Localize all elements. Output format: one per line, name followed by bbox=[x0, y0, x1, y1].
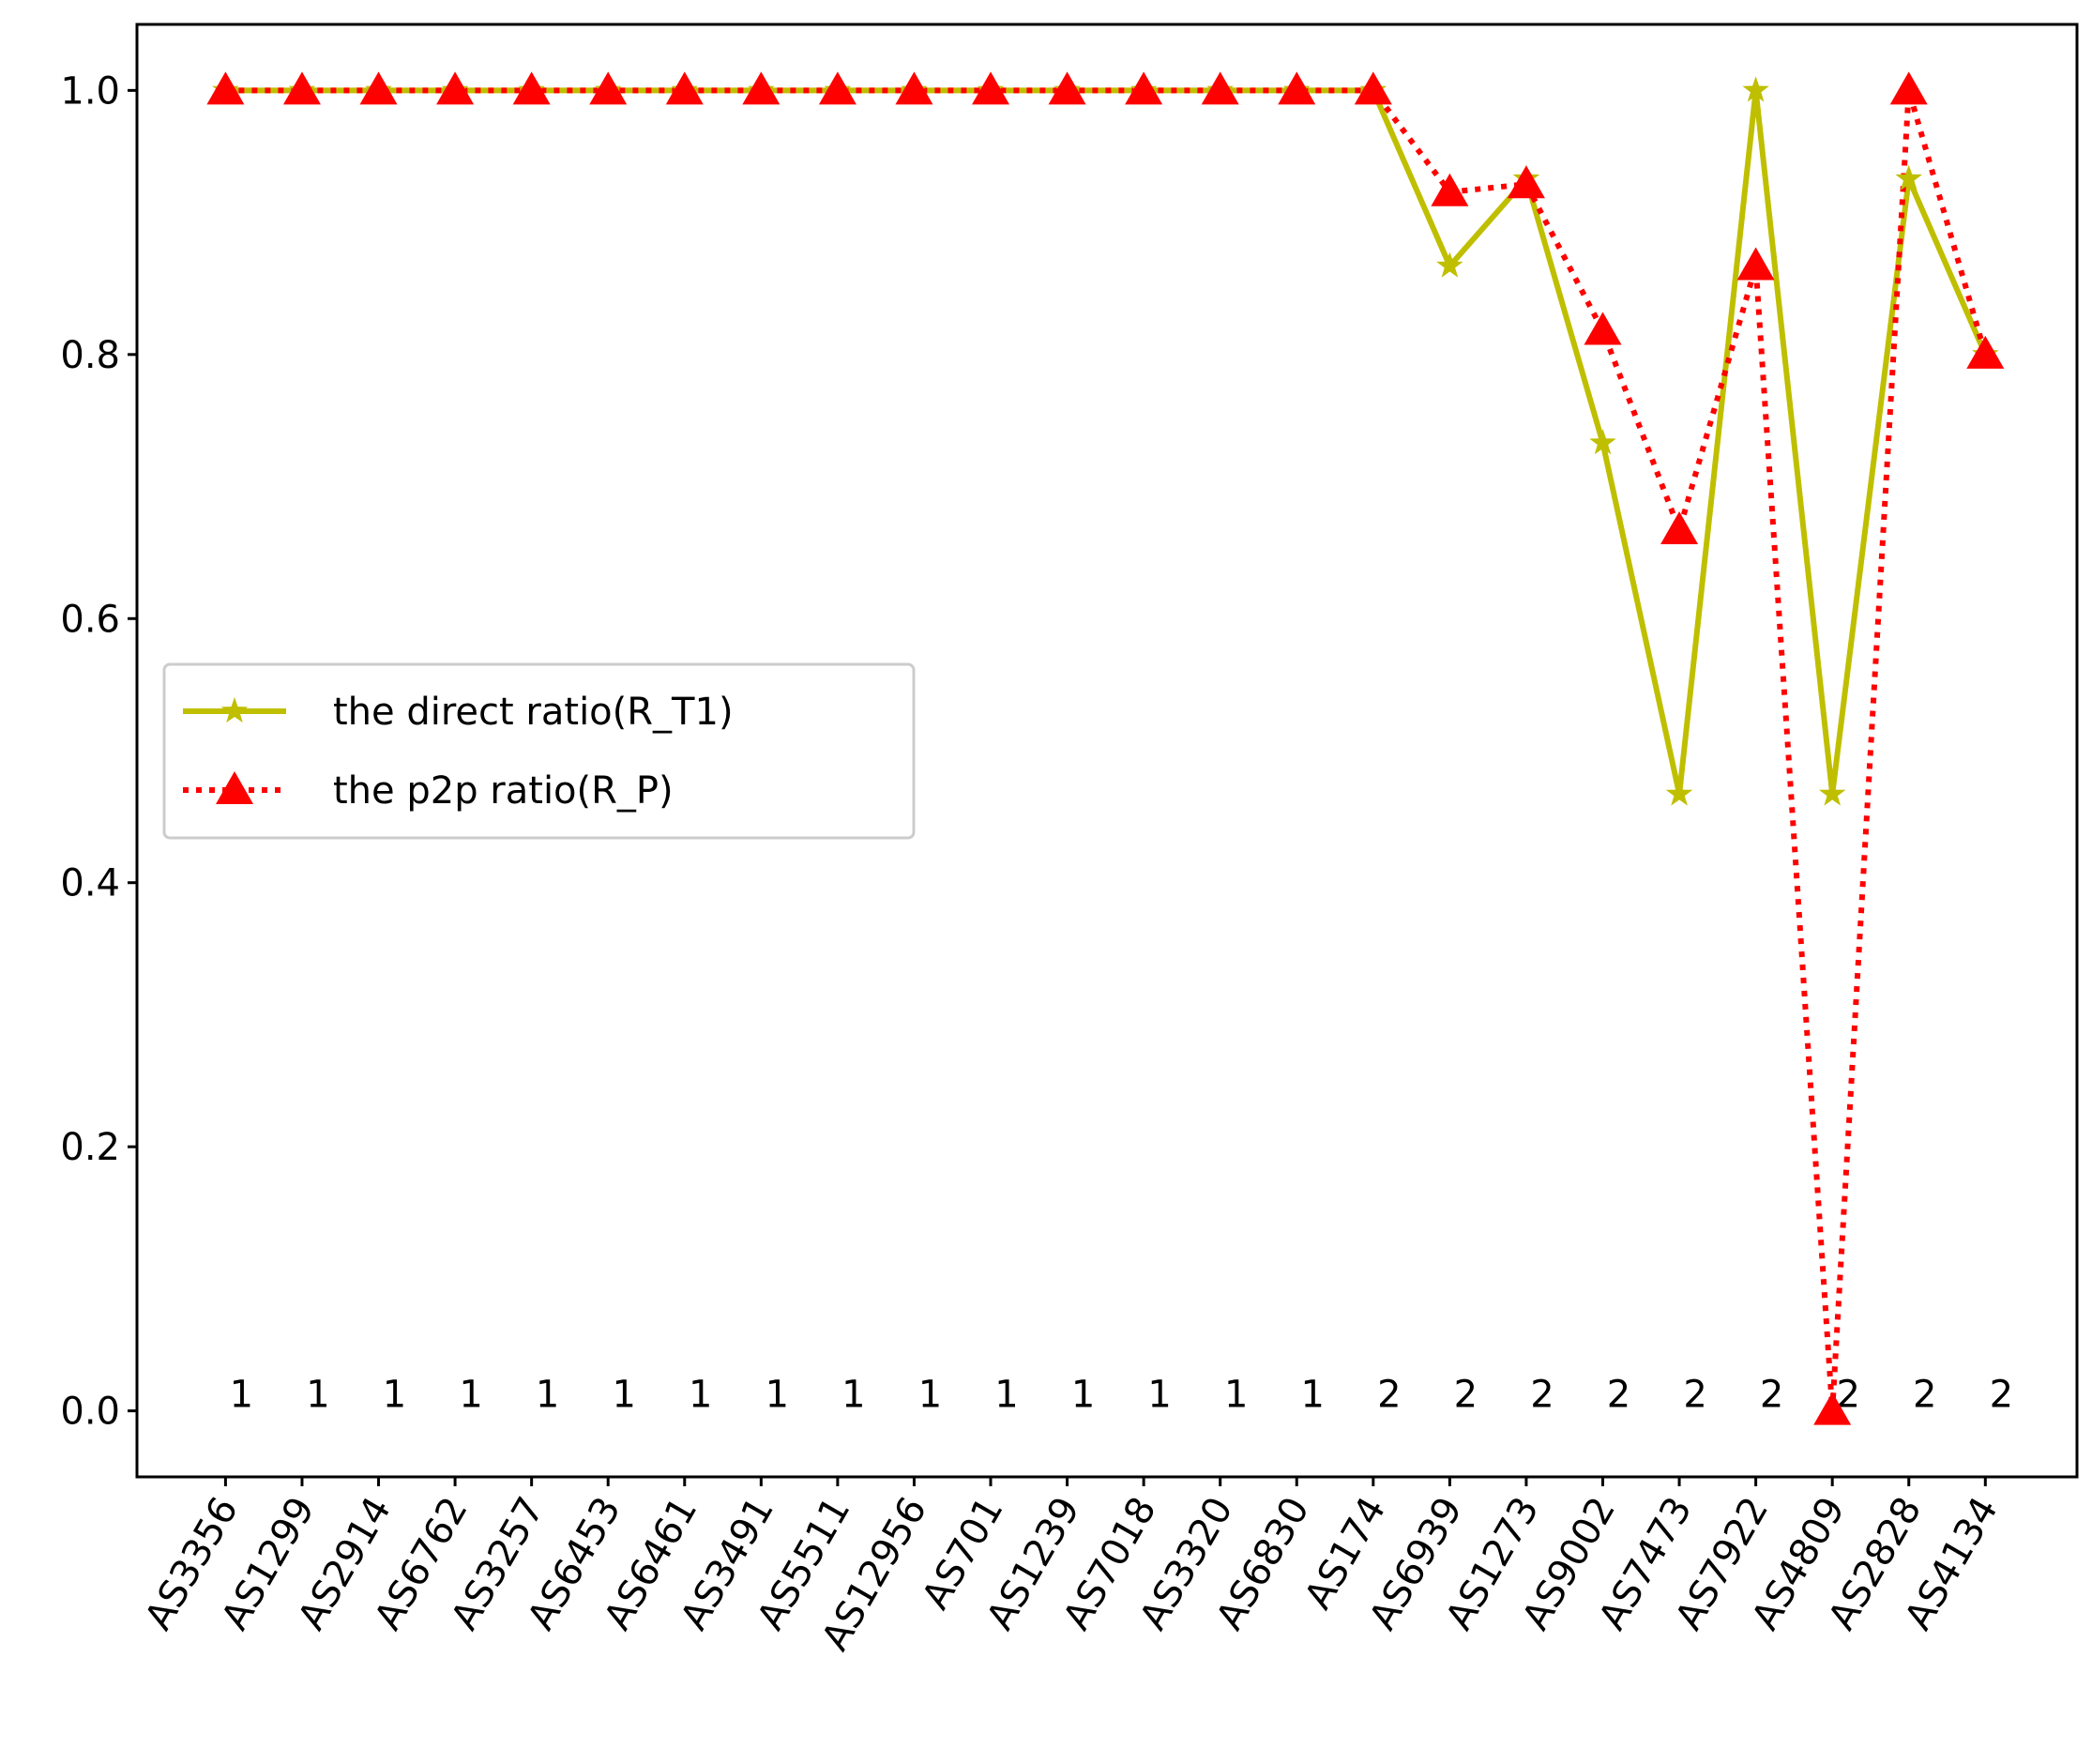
series-line bbox=[225, 87, 1989, 1411]
triangle-marker bbox=[216, 771, 253, 804]
annotation: 2 bbox=[1760, 1374, 1783, 1417]
annotation: 1 bbox=[306, 1374, 329, 1417]
annotation: 1 bbox=[994, 1374, 1018, 1417]
annotation: 1 bbox=[459, 1374, 482, 1417]
annotation: 1 bbox=[612, 1374, 635, 1417]
annotation: 1 bbox=[766, 1374, 789, 1417]
annotation: 1 bbox=[1224, 1374, 1248, 1417]
y-tick-label: 0.4 bbox=[60, 862, 120, 905]
triangle-marker bbox=[1278, 71, 1316, 105]
y-tick-label: 0.2 bbox=[60, 1126, 120, 1169]
triangle-marker bbox=[1507, 165, 1545, 199]
star-marker bbox=[1589, 429, 1616, 455]
annotation: 2 bbox=[1683, 1374, 1706, 1417]
triangle-marker bbox=[436, 71, 475, 105]
star-marker bbox=[1895, 164, 1922, 190]
triangle-marker bbox=[818, 71, 857, 105]
y-tick-label: 1.0 bbox=[60, 69, 120, 113]
triangle-marker bbox=[895, 71, 933, 105]
annotation: 2 bbox=[1607, 1374, 1630, 1417]
star-marker bbox=[1818, 780, 1846, 806]
annotation: 1 bbox=[918, 1374, 942, 1417]
triangle-marker bbox=[512, 71, 551, 105]
triangle-marker bbox=[1201, 71, 1239, 105]
triangle-marker bbox=[1660, 510, 1699, 544]
star-marker bbox=[1665, 780, 1693, 806]
triangle-marker bbox=[1125, 71, 1163, 105]
annotation: 1 bbox=[689, 1374, 712, 1417]
y-tick-label: 0.0 bbox=[60, 1391, 120, 1434]
annotation: 1 bbox=[1301, 1374, 1325, 1417]
star-marker bbox=[1436, 251, 1463, 278]
triangle-marker bbox=[972, 71, 1010, 105]
annotation: 2 bbox=[1454, 1374, 1478, 1417]
y-tick-label: 0.6 bbox=[60, 598, 120, 641]
annotation: 1 bbox=[1071, 1374, 1095, 1417]
annotation: 1 bbox=[230, 1374, 253, 1417]
annotation: 2 bbox=[1913, 1374, 1936, 1417]
annotation: 2 bbox=[1530, 1374, 1554, 1417]
triangle-marker bbox=[1048, 71, 1086, 105]
plot-frame bbox=[135, 23, 2079, 1479]
star-marker bbox=[220, 697, 249, 723]
legend-box bbox=[162, 662, 916, 840]
triangle-marker bbox=[1354, 71, 1392, 105]
annotation: 2 bbox=[1377, 1374, 1401, 1417]
triangle-marker bbox=[1889, 71, 1928, 105]
triangle-marker bbox=[1584, 312, 1622, 345]
annotation: 1 bbox=[841, 1374, 865, 1417]
annotation: 1 bbox=[536, 1374, 559, 1417]
triangle-marker bbox=[282, 71, 321, 105]
triangle-marker bbox=[589, 71, 628, 105]
triangle-marker bbox=[1431, 173, 1469, 206]
annotation: 1 bbox=[1147, 1374, 1171, 1417]
triangle-marker bbox=[665, 71, 704, 105]
star-marker bbox=[1742, 76, 1769, 102]
legend-label: the direct ratio(R_T1) bbox=[333, 691, 734, 734]
annotation: 2 bbox=[1990, 1374, 2013, 1417]
triangle-marker bbox=[359, 71, 398, 105]
triangle-marker bbox=[742, 71, 781, 105]
triangle-marker bbox=[1736, 247, 1775, 281]
triangle-marker bbox=[206, 71, 245, 105]
triangle-marker bbox=[1966, 335, 2005, 369]
triangle-marker bbox=[1813, 1391, 1852, 1425]
legend-label: the p2p ratio(R_P) bbox=[333, 769, 674, 813]
y-tick-label: 0.8 bbox=[60, 334, 120, 377]
annotation: 1 bbox=[383, 1374, 406, 1417]
